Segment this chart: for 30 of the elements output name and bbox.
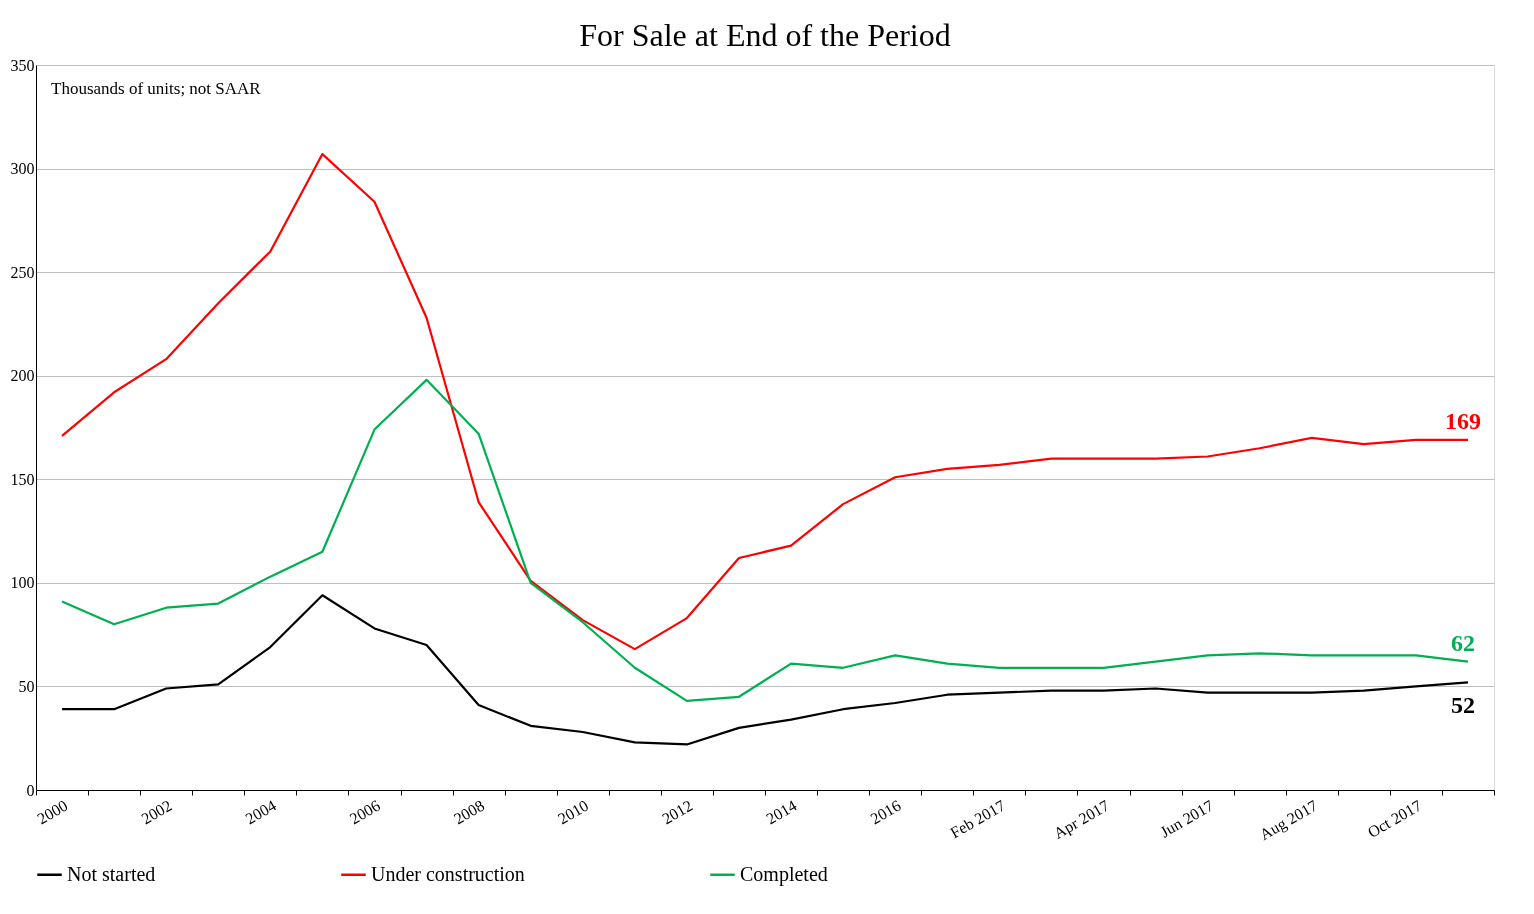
x-tick-label: Feb 2017 [947, 796, 1008, 842]
x-tick-label: 2016 [867, 796, 904, 828]
x-tick-label: 2002 [138, 796, 175, 828]
x-tick-label: Apr 2017 [1050, 796, 1113, 843]
x-tick-label: Jun 2017 [1157, 796, 1217, 841]
y-tick-label: 150 [10, 470, 35, 488]
x-tick-label: 2008 [450, 796, 488, 828]
legend-label: Not started [67, 862, 156, 885]
x-tick-label: 2010 [555, 796, 592, 828]
data-label: 169 [1444, 407, 1481, 434]
x-tick-label: 2004 [242, 796, 279, 828]
y-tick-label: 200 [10, 367, 35, 385]
y-tick-label: 350 [10, 56, 35, 74]
x-tick-label: 2000 [34, 796, 71, 828]
data-label: 62 [1450, 629, 1475, 656]
x-tick-label: 2014 [763, 796, 800, 828]
x-tick-label: 2012 [659, 796, 696, 828]
y-tick-label: 300 [10, 160, 35, 178]
y-tick-label: 250 [10, 263, 35, 281]
y-tick-label: 50 [18, 677, 35, 695]
annotation: Thousands of units; not SAAR [51, 79, 262, 98]
x-tick-label: 2006 [346, 796, 383, 828]
legend-label: Completed [740, 862, 828, 886]
y-tick-label: 100 [10, 574, 35, 592]
x-tick-label: Oct 2017 [1364, 796, 1425, 841]
legend-label: Under construction [371, 862, 525, 885]
y-tick-label: 0 [26, 781, 35, 799]
chart-title: For Sale at End of the Period [579, 17, 951, 53]
data-label: 52 [1450, 692, 1475, 719]
x-tick-label: Aug 2017 [1256, 796, 1321, 844]
